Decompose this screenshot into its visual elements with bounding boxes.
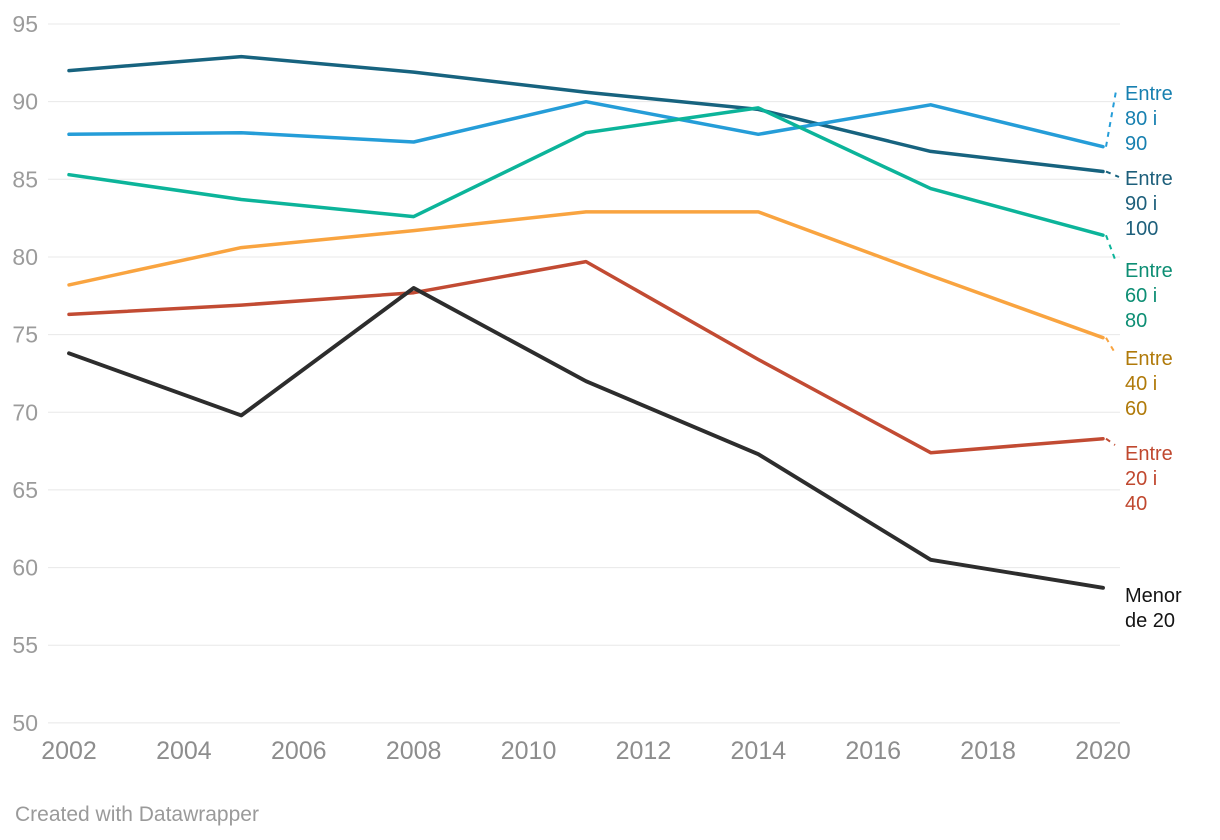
x-tick-label: 2018 <box>960 737 1016 765</box>
y-tick-label: 95 <box>12 11 38 37</box>
leader-entre-90-i-100 <box>1105 170 1120 178</box>
line-entre-90-i-100 <box>67 54 1105 174</box>
line-entre-80-i-90 <box>67 99 1105 149</box>
line-entre-20-i-40 <box>67 259 1105 455</box>
leader-entre-20-i-40 <box>1105 437 1116 446</box>
attribution-link[interactable]: Created with Datawrapper <box>15 803 259 826</box>
x-tick-label: 2010 <box>501 737 557 765</box>
y-tick-label: 55 <box>12 632 38 658</box>
x-tick-label: 2008 <box>386 737 442 765</box>
line-menor-de-20 <box>67 286 1105 590</box>
y-tick-label: 60 <box>12 555 38 581</box>
leader-entre-80-i-90 <box>1105 90 1117 147</box>
x-tick-label: 2004 <box>156 737 212 765</box>
x-tick-label: 2016 <box>845 737 901 765</box>
y-tick-label: 75 <box>12 322 38 348</box>
y-tick-label: 65 <box>12 477 38 503</box>
series-label-entre-20-i-40: Entre 20 i 40 <box>1125 443 1173 515</box>
x-tick-label: 2002 <box>41 737 97 765</box>
leader-entre-60-i-80 <box>1105 234 1117 263</box>
leader-entre-40-i-60 <box>1105 337 1116 354</box>
x-tick-label: 2020 <box>1075 737 1131 765</box>
y-tick-label: 70 <box>12 399 38 425</box>
series-label-entre-40-i-60: Entre 40 i 60 <box>1125 348 1173 420</box>
x-tick-label: 2014 <box>731 737 787 765</box>
line-entre-40-i-60 <box>67 210 1105 340</box>
y-tick-label: 50 <box>12 710 38 736</box>
series-label-entre-80-i-90: Entre 80 i 90 <box>1125 83 1173 155</box>
x-tick-label: 2012 <box>616 737 672 765</box>
line-entre-60-i-80 <box>67 106 1105 237</box>
y-tick-label: 90 <box>12 89 38 115</box>
series-label-menor-de-20: Menor de 20 <box>1125 585 1182 632</box>
series-label-entre-90-i-100: Entre 90 i 100 <box>1125 168 1173 240</box>
x-tick-label: 2006 <box>271 737 327 765</box>
y-tick-label: 85 <box>12 166 38 192</box>
y-tick-label: 80 <box>12 244 38 270</box>
series-label-entre-60-i-80: Entre 60 i 80 <box>1125 260 1173 332</box>
